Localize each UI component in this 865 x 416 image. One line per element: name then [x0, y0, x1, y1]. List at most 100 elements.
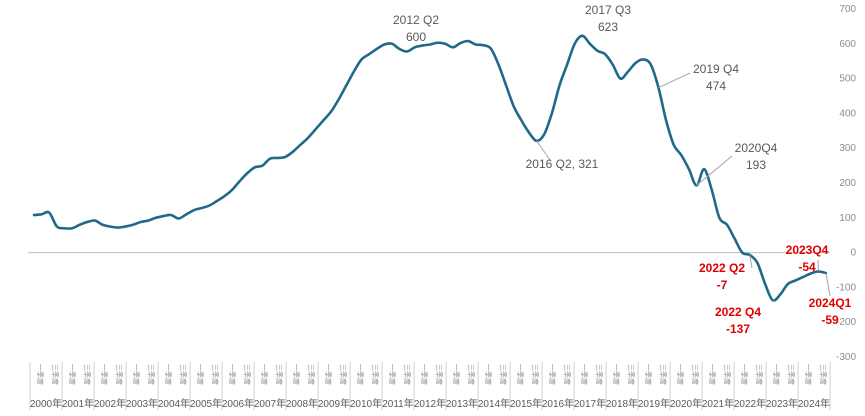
y-tick-label: -200	[836, 317, 856, 328]
y-tick-label: 200	[839, 178, 856, 189]
x-quarter-label: 一季度	[68, 364, 77, 385]
annotation-line: 2023Q4	[786, 243, 829, 257]
x-year-label: 2021年	[702, 397, 734, 410]
x-quarter-label: 一季度	[516, 364, 525, 385]
x-quarter-label: 一季度	[388, 364, 397, 385]
x-quarter-label: 三季度	[147, 364, 156, 385]
annotation-leader	[749, 254, 753, 269]
x-year-label: 2019年	[638, 397, 670, 410]
annotation-line: 600	[406, 30, 426, 44]
x-quarter-label: 一季度	[228, 364, 237, 385]
x-quarter-label: 三季度	[595, 364, 604, 385]
x-quarter-label: 一季度	[548, 364, 557, 385]
y-tick-label: 0	[850, 248, 856, 259]
annotation-label: 2017 Q3 623	[585, 3, 631, 34]
x-quarter-label: 一季度	[132, 364, 141, 385]
x-year-label: 2018年	[606, 397, 638, 410]
x-year-label: 2007年	[254, 397, 286, 410]
x-quarter-label: 三季度	[51, 364, 60, 385]
annotation-label: 2019 Q4 474	[693, 62, 739, 93]
x-year-label: 2016年	[542, 397, 574, 410]
annotation-leader	[658, 72, 691, 89]
x-quarter-label: 一季度	[420, 364, 429, 385]
x-year-label: 2017年	[574, 397, 606, 410]
x-quarter-label: 一季度	[260, 364, 269, 385]
annotation-label: 2012 Q2 600	[393, 13, 439, 44]
annotation-line: -7	[717, 278, 728, 292]
x-quarter-label: 三季度	[467, 364, 476, 385]
annotation-line: 2024Q1	[809, 296, 852, 310]
x-year-label: 2013年	[446, 397, 478, 410]
x-year-label: 2000年	[30, 397, 62, 410]
x-quarter-label: 三季度	[179, 364, 188, 385]
x-year-label: 2023年	[766, 397, 798, 410]
x-year-label: 2014年	[478, 397, 510, 410]
x-quarter-label: 一季度	[356, 364, 365, 385]
annotation-leader	[696, 155, 733, 186]
x-year-label: 2022年	[734, 397, 766, 410]
x-quarter-label: 一季度	[36, 364, 45, 385]
x-year-label: 2006年	[222, 397, 254, 410]
x-quarter-label: 三季度	[499, 364, 508, 385]
x-year-label: 2001年	[62, 397, 94, 410]
annotation-line: 2019 Q4	[693, 62, 739, 76]
x-quarter-label: 三季度	[339, 364, 348, 385]
x-quarter-label: 三季度	[691, 364, 700, 385]
x-quarter-label: 三季度	[659, 364, 668, 385]
x-quarter-label: 一季度	[324, 364, 333, 385]
x-quarter-label: 三季度	[243, 364, 252, 385]
x-quarter-label: 一季度	[612, 364, 621, 385]
x-quarter-label: 一季度	[580, 364, 589, 385]
x-quarter-label: 三季度	[275, 364, 284, 385]
y-tick-label: 400	[839, 108, 856, 119]
y-tick-label: 100	[839, 213, 856, 224]
annotation-leader	[772, 299, 775, 303]
x-quarter-label: 三季度	[819, 364, 828, 385]
y-tick-label: 300	[839, 143, 856, 154]
x-year-label: 2010年	[350, 397, 382, 410]
annotation-label: 2022 Q4 -137	[715, 305, 761, 336]
x-year-label: 2002年	[94, 397, 126, 410]
y-tick-label: 500	[839, 74, 856, 85]
x-year-label: 2011年	[382, 397, 414, 410]
annotation-leader	[536, 140, 551, 161]
x-quarter-label: 一季度	[164, 364, 173, 385]
x-quarter-label: 一季度	[676, 364, 685, 385]
y-tick-label: -300	[836, 352, 856, 363]
x-quarter-label: 一季度	[708, 364, 717, 385]
x-quarter-label: 三季度	[755, 364, 764, 385]
x-quarter-label: 三季度	[787, 364, 796, 385]
y-tick-label: -100	[836, 282, 856, 293]
x-quarter-label: 三季度	[627, 364, 636, 385]
annotation-line: -54	[798, 260, 816, 274]
x-year-label: 2020年	[670, 397, 702, 410]
annotations: 2012 Q2 600 2017 Q3 623 2016 Q2, 321 2019 Q4 4…	[393, 3, 852, 336]
x-quarter-label: 一季度	[644, 364, 653, 385]
x-quarter-label: 三季度	[531, 364, 540, 385]
annotation-line: 623	[598, 20, 618, 34]
x-year-label: 2009年	[318, 397, 350, 410]
x-quarter-label: 三季度	[211, 364, 220, 385]
annotation-label: 2023Q4 -54	[786, 243, 829, 274]
x-quarter-label: 三季度	[371, 364, 380, 385]
annotation-line: 2016 Q2, 321	[526, 157, 599, 171]
annotation-line: 474	[706, 79, 726, 93]
x-quarter-label: 一季度	[196, 364, 205, 385]
x-quarter-label: 一季度	[772, 364, 781, 385]
x-quarter-label: 一季度	[484, 364, 493, 385]
x-quarter-label: 一季度	[740, 364, 749, 385]
annotation-line: 2020Q4	[735, 141, 778, 155]
x-year-label: 2004年	[158, 397, 190, 410]
annotation-label: 2016 Q2, 321	[526, 157, 599, 171]
annotation-leader	[825, 273, 831, 297]
x-quarter-label: 一季度	[452, 364, 461, 385]
annotation-line: 2022 Q2	[699, 261, 745, 275]
x-quarter-label: 三季度	[723, 364, 732, 385]
x-quarter-label: 三季度	[83, 364, 92, 385]
annotation-line: 2022 Q4	[715, 305, 761, 319]
annotation-label: 2020Q4 193	[735, 141, 778, 172]
x-quarter-label: 一季度	[292, 364, 301, 385]
annotation-line: -59	[821, 313, 839, 327]
